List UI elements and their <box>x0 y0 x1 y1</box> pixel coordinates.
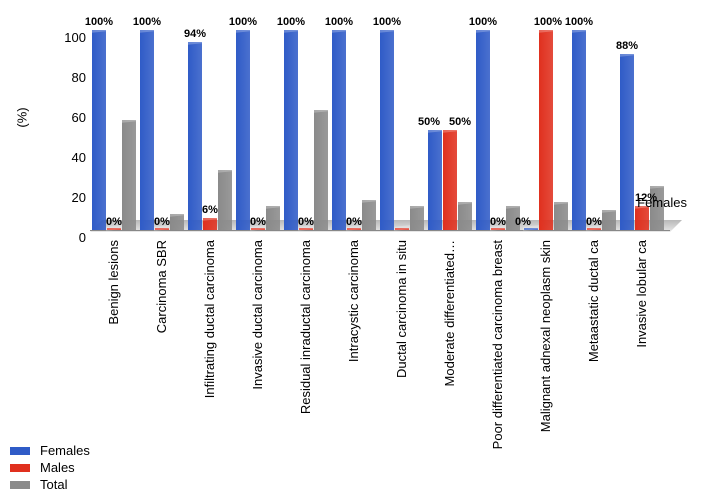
legend-marker-females: Females <box>637 195 687 210</box>
value-label: 0% <box>346 216 362 228</box>
legend-item: Females <box>10 443 90 458</box>
bar-females <box>236 30 250 230</box>
legend-label: Females <box>40 443 90 458</box>
value-label: 100% <box>277 16 305 28</box>
bar-total <box>218 170 232 230</box>
plot-area: 100% 0% 100% 0% 94% 6% 100% 0% 100% 0% 100% 0% 100% 5… <box>90 10 670 231</box>
bar-total <box>314 110 328 230</box>
bar-females <box>620 54 634 230</box>
bar-females <box>380 30 394 230</box>
bar-females <box>428 130 442 230</box>
legend-item: Total <box>10 477 90 492</box>
category-label: Benign lesions <box>106 240 121 325</box>
value-label: 100% <box>229 16 257 28</box>
bar-total <box>458 202 472 230</box>
category-label: Carcinoma SBR <box>154 240 169 333</box>
bar-females <box>476 30 490 230</box>
bar-males <box>587 228 601 230</box>
value-label: 100% <box>325 16 353 28</box>
value-label: 0% <box>250 216 266 228</box>
bar-males <box>203 218 217 230</box>
bar-males <box>155 228 169 230</box>
bar-males <box>299 228 313 230</box>
bar-females <box>524 228 538 230</box>
y-axis-label: (%) <box>15 107 30 127</box>
bar-females <box>332 30 346 230</box>
bar-females <box>92 30 106 230</box>
bar-total <box>362 200 376 230</box>
category-label: Residual inraductal carcinoma <box>298 240 313 414</box>
value-label: 0% <box>586 216 602 228</box>
value-label: 100% <box>534 16 562 28</box>
y-axis: (%) 020406080100 <box>30 10 90 230</box>
value-label: 0% <box>106 216 122 228</box>
category-label: Malignant adnexal neoplasm skin <box>538 240 553 432</box>
category-label: Infiltrating ductal carcinoma <box>202 240 217 398</box>
bar-total <box>410 206 424 230</box>
bar-total <box>122 120 136 230</box>
bar-males <box>251 228 265 230</box>
value-label: 100% <box>565 16 593 28</box>
value-label: 100% <box>133 16 161 28</box>
category-label: Moderate differentiated… <box>442 240 457 386</box>
bar-females <box>188 42 202 230</box>
bar-total <box>602 210 616 230</box>
category-label: Invasive ductal carcinoma <box>250 240 265 390</box>
bar-males <box>107 228 121 230</box>
category-label: Metaastatic ductal ca <box>586 240 601 362</box>
category-label: Invasive lobular ca <box>634 240 649 348</box>
bar-males <box>347 228 361 230</box>
legend: Females Males Total <box>10 441 90 494</box>
bar-males <box>539 30 553 230</box>
category-label: Ductal carcinoma in situ <box>394 240 409 378</box>
category-labels: Benign lesions Carcinoma SBR Infiltrating … <box>90 240 670 440</box>
bar-females <box>284 30 298 230</box>
bar-total <box>554 202 568 230</box>
legend-item: Males <box>10 460 90 475</box>
bar-males <box>491 228 505 230</box>
chart-container: (%) 020406080100 100% 0% 100% 0% 94% 6% 100% 0%… <box>30 10 685 270</box>
value-label: 100% <box>373 16 401 28</box>
legend-swatch <box>10 447 30 455</box>
value-label: 88% <box>616 40 638 52</box>
value-label: 50% <box>418 116 440 128</box>
bar-males <box>443 130 457 230</box>
bar-females <box>140 30 154 230</box>
legend-swatch <box>10 464 30 472</box>
value-label: 0% <box>154 216 170 228</box>
value-label: 100% <box>85 16 113 28</box>
value-label: 50% <box>449 116 471 128</box>
bar-total <box>266 206 280 230</box>
value-label: 0% <box>515 216 531 228</box>
bar-males <box>395 228 409 230</box>
category-label: Poor differentiated carcinoma breast <box>490 240 505 449</box>
value-label: 100% <box>469 16 497 28</box>
value-label: 94% <box>184 28 206 40</box>
bar-total <box>170 214 184 230</box>
legend-swatch <box>10 481 30 489</box>
value-label: 0% <box>298 216 314 228</box>
value-label: 0% <box>490 216 506 228</box>
bar-females <box>572 30 586 230</box>
value-label: 6% <box>202 204 218 216</box>
category-label: Intracystic carcinoma <box>346 240 361 362</box>
legend-label: Males <box>40 460 75 475</box>
legend-label: Total <box>40 477 67 492</box>
